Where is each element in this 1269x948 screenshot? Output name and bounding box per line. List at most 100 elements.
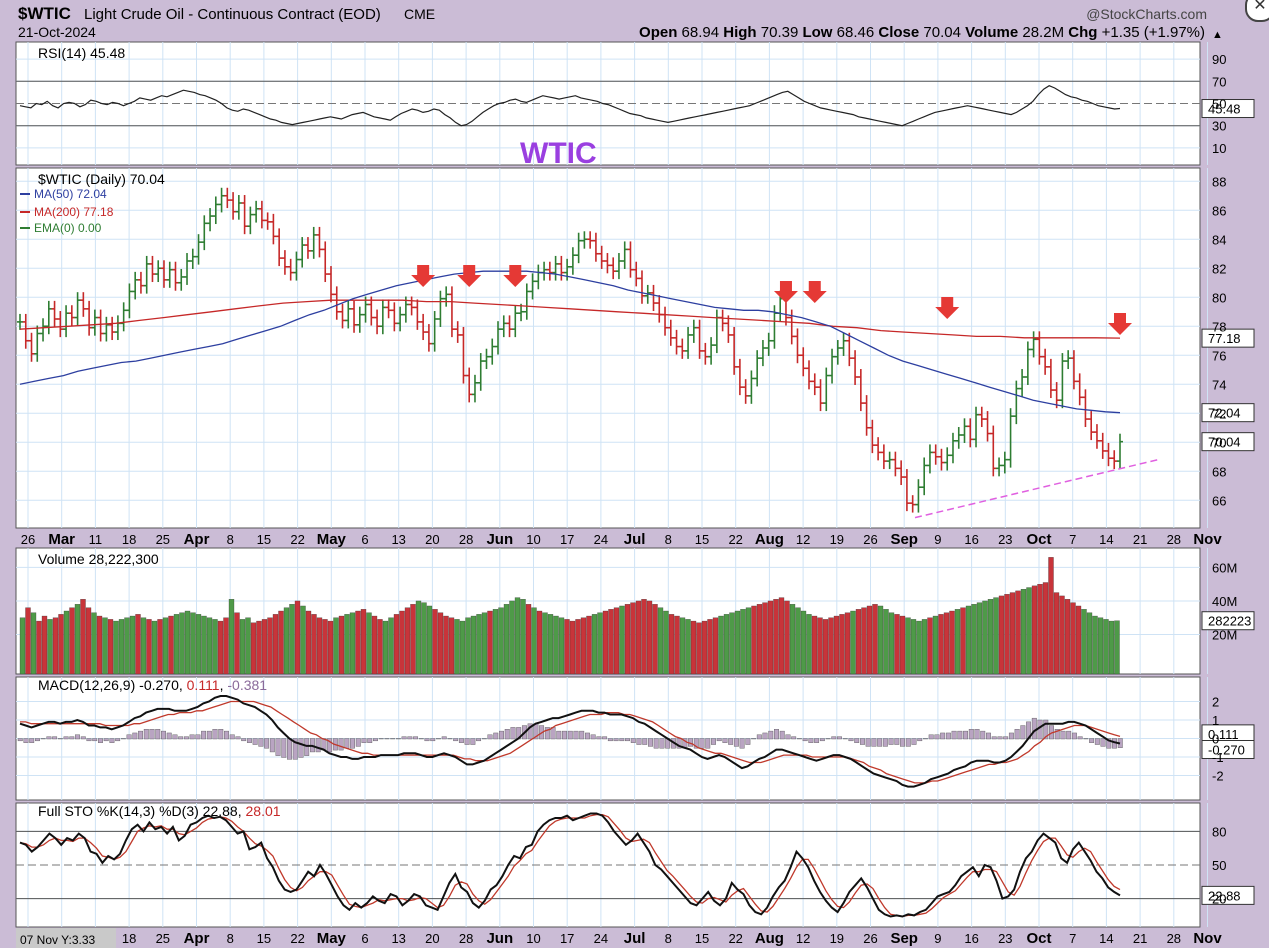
x-tick-label: 26 (21, 532, 35, 547)
macd-histogram-bar (636, 738, 642, 745)
volume-bar (756, 604, 763, 675)
volume-bar (564, 619, 570, 675)
macd-title-macd: -0.270 (139, 677, 179, 693)
brand-label: @StockCharts.com (1086, 6, 1207, 22)
macd-title-name: MACD(12,26,9) (38, 677, 135, 693)
macd-histogram-bar (648, 738, 653, 747)
macd-histogram-bar (1003, 736, 1009, 740)
panel-backgrounds (15, 41, 1201, 928)
volume-bar (371, 615, 378, 675)
volume-bar (1086, 612, 1093, 675)
volume-bar (932, 615, 939, 675)
sto-title-name: Full STO %K(14,3) %D(3) (38, 803, 199, 819)
volume-bar (525, 604, 532, 675)
close-current-label: 70.04 (1208, 435, 1241, 450)
volume-bar (965, 605, 972, 675)
volume-bar (421, 602, 427, 675)
volume-bar (316, 617, 323, 675)
volume-bar (1108, 620, 1115, 675)
macd-histogram-bar (590, 734, 596, 740)
macd-current-label-box (1201, 739, 1255, 759)
y-tick-label: 66 (1212, 493, 1226, 508)
resistance-arrow-icon (773, 281, 798, 303)
macd-histogram-bar (476, 738, 482, 742)
volume-bar (575, 619, 581, 675)
macd-histogram-bar (1100, 738, 1106, 747)
macd-histogram-bar (934, 734, 940, 740)
volume-bar (19, 617, 26, 675)
macd-histogram-bar (791, 736, 797, 740)
volume-bar (800, 610, 807, 675)
volume-bar (157, 619, 163, 675)
macd-histogram-bar (768, 730, 774, 740)
volume-bar (833, 615, 840, 675)
macd-histogram-bar (57, 738, 63, 740)
volume-bar (36, 620, 42, 675)
x-tick-label-bottom: Jul (624, 930, 646, 947)
close-icon[interactable]: ✕ (1245, 0, 1269, 22)
macd-histogram-bar (733, 738, 739, 747)
volume-bar (333, 617, 339, 675)
volume-bar (96, 615, 103, 675)
macd-histogram-bar (848, 738, 854, 742)
volume-bar (586, 615, 592, 675)
volume-bar (349, 612, 356, 675)
volume-bar (608, 609, 614, 675)
sto-current-label: 22.88 (1208, 888, 1241, 903)
macd-histogram-bar (865, 738, 871, 747)
volume-bar (217, 620, 224, 675)
resistance-arrow-icon (1108, 313, 1132, 335)
x-tick-label: Jul (624, 531, 646, 548)
volume-bar (267, 617, 273, 675)
volume-bar (828, 617, 834, 675)
x-axis-labels: 2626MarMar111118182525AprApr8815152222Ma… (21, 531, 1223, 947)
macd-histogram-bar (751, 738, 757, 740)
macd-histogram-bar (693, 738, 699, 749)
macd-histogram-bar (195, 734, 201, 740)
volume-bar (69, 607, 75, 675)
volume-bar (751, 605, 757, 675)
macd-histogram-bar (842, 738, 848, 740)
volume-value: 28.2M (1022, 24, 1064, 41)
volume-bar (894, 614, 900, 675)
x-tick-label-bottom: 17 (560, 931, 574, 946)
volume-bar (619, 605, 625, 675)
resistance-arrow-icon (935, 297, 960, 319)
macd-histogram-bar (235, 736, 241, 740)
volume-bar (723, 614, 730, 675)
volume-title: Volume 28,222,300 (38, 551, 159, 567)
macd-panel: 0.111-0.270 (17, 695, 1255, 788)
collapse-icon[interactable]: ▲ (1212, 29, 1223, 41)
volume-bar (124, 617, 130, 675)
volume-bar (487, 610, 493, 675)
ma50-current-label-box (1201, 403, 1255, 423)
volume-bar (740, 609, 746, 675)
macd-histogram-bar (562, 730, 567, 740)
x-tick-label: Jun (486, 531, 513, 548)
volume-bar (778, 597, 785, 675)
x-tick-label-bottom: 28 (459, 931, 473, 946)
y-tick-label: 84 (1212, 232, 1226, 247)
macd-histogram-bar (229, 734, 235, 740)
rsi-line (19, 85, 1121, 127)
volume-bar (52, 617, 59, 675)
macd-histogram-bar (189, 734, 195, 740)
x-tick-label: 26 (863, 532, 877, 547)
volume-bar (773, 599, 779, 675)
macd-histogram-bar (819, 738, 825, 742)
volume-bar (707, 619, 713, 675)
volume-bar (1053, 592, 1060, 675)
volume-bar (1015, 590, 1021, 675)
x-tick-label: 6 (361, 532, 368, 547)
volume-bar (41, 615, 48, 675)
legend-ma50: MA(50) 72.04 (34, 187, 107, 201)
low-label: Low (802, 24, 832, 41)
macd-histogram-bar (963, 730, 969, 740)
y-tick-label: 0 (1212, 732, 1219, 747)
x-tick-label-bottom: 12 (796, 931, 810, 946)
macd-histogram-bar (802, 738, 808, 742)
macd-histogram-bar (355, 738, 361, 747)
volume-bar (1004, 594, 1010, 675)
volume-bar (657, 607, 664, 675)
volume-bar (1009, 592, 1016, 675)
